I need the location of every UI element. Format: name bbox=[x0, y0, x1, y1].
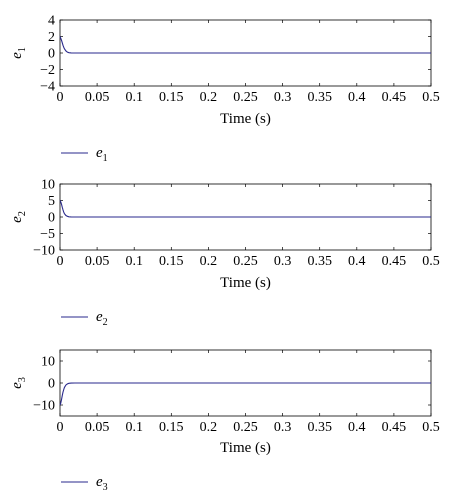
x-tick-label: 0.3 bbox=[274, 420, 292, 435]
series-line-3 bbox=[59, 382, 431, 406]
x-tick-label: 0.05 bbox=[85, 254, 110, 269]
x-tick-label: 0.35 bbox=[307, 254, 332, 269]
chart-panel-2: 0 0.05 0.1 0.15 0.2 0.25 0.3 0.35 0.4 0.45 0.5 105 0… bbox=[9, 178, 440, 329]
x-tick-label: 0 bbox=[57, 420, 64, 435]
x-tick-label: 0.35 bbox=[307, 420, 332, 435]
x-tick-label: 0.5 bbox=[422, 90, 440, 105]
x-tick-label: 0.25 bbox=[233, 254, 258, 269]
x-tick-label: 0.5 bbox=[422, 420, 440, 435]
y-tick-label: −5 bbox=[40, 227, 55, 242]
y-tick-label: 2 bbox=[48, 30, 55, 45]
x-tick-label: 0.3 bbox=[274, 90, 292, 105]
x-tick-label: 0.35 bbox=[307, 90, 332, 105]
y-axis-label: e1 bbox=[9, 47, 28, 59]
x-tick-label: 0.1 bbox=[125, 420, 143, 435]
chart-panel-1: 0 0.05 0.1 0.15 0.2 0.25 0.3 0.35 0.4 0.45 0.5420−… bbox=[9, 14, 440, 165]
y-tick-label: 4 bbox=[48, 14, 55, 29]
y-axis-label: e2 bbox=[9, 211, 28, 223]
x-tick-label: 0.15 bbox=[159, 420, 184, 435]
x-tick-label: 0.3 bbox=[274, 254, 292, 269]
x-tick-label: 0.2 bbox=[200, 254, 218, 269]
legend-label: e3 bbox=[96, 474, 108, 493]
x-tick-label: 0.1 bbox=[125, 254, 143, 269]
x-axis-label: Time (s) bbox=[220, 111, 271, 127]
y-tick-label: 0 bbox=[48, 47, 55, 62]
legend-label: e1 bbox=[96, 145, 108, 164]
x-axis-label: Time (s) bbox=[220, 275, 271, 291]
y-tick-label: −10 bbox=[33, 244, 55, 259]
x-tick-label: 0.4 bbox=[348, 420, 366, 435]
y-tick-label: 0 bbox=[48, 211, 55, 226]
x-tick-label: 0.45 bbox=[382, 420, 407, 435]
x-tick-label: 0.2 bbox=[200, 90, 218, 105]
y-tick-label: −2 bbox=[40, 63, 55, 78]
x-tick-label: 0 bbox=[57, 254, 64, 269]
x-tick-label: 0.25 bbox=[233, 90, 258, 105]
y-tick-label: 10 bbox=[41, 355, 55, 370]
x-tick-label: 0.05 bbox=[85, 90, 110, 105]
chart-panel-3: 0 0.05 0.1 0.15 0.2 0.25 0.3 0.35 0.4 0.45 0.5100−… bbox=[9, 349, 440, 493]
x-tick-label: 0.05 bbox=[85, 420, 110, 435]
x-axis-label: Time (s) bbox=[220, 440, 271, 456]
y-tick-label: −4 bbox=[40, 80, 55, 95]
x-tick-label: 0.4 bbox=[348, 254, 366, 269]
x-tick-label: 0.15 bbox=[159, 254, 184, 269]
legend-label: e2 bbox=[96, 309, 108, 328]
x-tick-label: 0.5 bbox=[422, 254, 440, 269]
series-line-2 bbox=[59, 200, 431, 218]
x-tick-label: 0.45 bbox=[382, 254, 407, 269]
y-tick-label: 5 bbox=[48, 194, 55, 209]
y-tick-label: −10 bbox=[33, 399, 55, 414]
x-tick-label: 0.4 bbox=[348, 90, 366, 105]
y-tick-label: 0 bbox=[48, 377, 55, 392]
series-line-1 bbox=[59, 36, 431, 54]
x-tick-label: 0.2 bbox=[200, 420, 218, 435]
x-tick-label: 0 bbox=[57, 90, 64, 105]
x-tick-label: 0.15 bbox=[159, 90, 184, 105]
y-tick-label: 10 bbox=[41, 178, 55, 193]
y-axis-label: e3 bbox=[9, 377, 28, 389]
x-tick-label: 0.45 bbox=[382, 90, 407, 105]
x-tick-label: 0.25 bbox=[233, 420, 258, 435]
x-tick-label: 0.1 bbox=[125, 90, 143, 105]
